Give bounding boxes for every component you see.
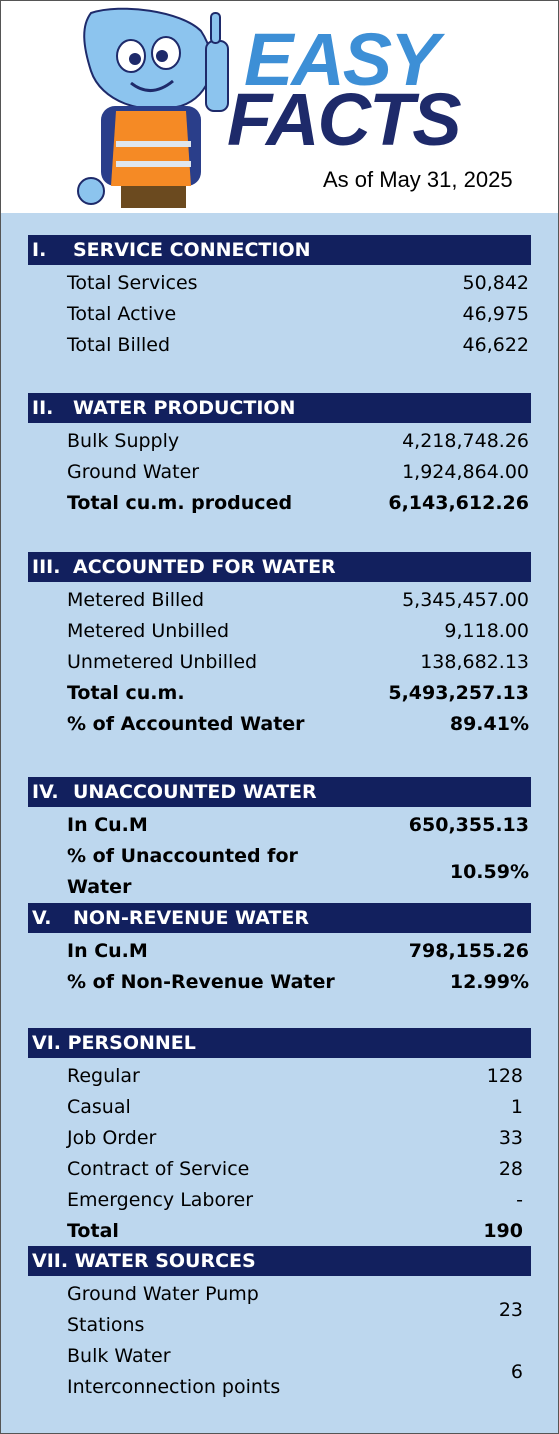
row-label: % of Accounted Water — [67, 713, 305, 735]
row-label: In Cu.M — [67, 940, 148, 962]
row-label: Unmetered Unbilled — [67, 651, 258, 673]
row-label: Total cu.m. — [67, 682, 185, 704]
row-label: Ground Water Pump — [67, 1283, 259, 1305]
row-label: Water — [67, 876, 132, 898]
row: Total Services 50,842 — [67, 268, 529, 299]
row-label: Metered Unbilled — [67, 620, 230, 642]
section-number: III. — [32, 556, 61, 578]
section-header: III. ACCOUNTED FOR WATER — [28, 552, 531, 582]
row: Job Order 33 — [67, 1123, 523, 1154]
row-value: - — [516, 1189, 523, 1211]
row: Emergency Laborer - — [67, 1185, 523, 1216]
row: Total 190 — [67, 1216, 523, 1247]
section-number: II. — [32, 397, 54, 419]
row: Total cu.m. 5,493,257.13 — [67, 678, 529, 709]
row-label: Job Order — [67, 1127, 157, 1149]
row: Total Active 46,975 — [67, 299, 529, 330]
row-value: 5,345,457.00 — [402, 589, 529, 611]
section-title: WATER SOURCES — [74, 1250, 256, 1272]
row-value: 1,924,864.00 — [402, 461, 529, 483]
row: Contract of Service 28 — [67, 1154, 523, 1185]
row-label: Regular — [67, 1065, 140, 1087]
section-number: VII. — [32, 1250, 69, 1272]
row-value: 5,493,257.13 — [388, 682, 529, 704]
row-value: 190 — [483, 1220, 523, 1242]
row: Ground Water Pump Stations 23 — [67, 1279, 523, 1341]
row-value: 138,682.13 — [420, 651, 529, 673]
section-header: IV. UNACCOUNTED WATER — [28, 777, 531, 807]
row-label: Interconnection points — [67, 1376, 281, 1398]
section-header: VII. WATER SOURCES — [28, 1246, 531, 1276]
section-title: WATER PRODUCTION — [73, 397, 296, 419]
row-label: Total Billed — [67, 334, 171, 356]
date: As of May 31, 2025 — [323, 167, 513, 192]
row-label: Contract of Service — [67, 1158, 250, 1180]
row-label: Metered Billed — [67, 589, 205, 611]
row-label: Total Active — [67, 303, 177, 325]
logo-text: FACTS — [227, 78, 462, 161]
row: Unmetered Unbilled 138,682.13 — [67, 647, 529, 678]
section-header: V. NON-REVENUE WATER — [28, 903, 531, 933]
section-title: NON-REVENUE WATER — [73, 907, 309, 929]
row-label: Ground Water — [67, 461, 200, 483]
row: Metered Unbilled 9,118.00 — [67, 616, 529, 647]
section-header: VI. PERSONNEL — [28, 1028, 531, 1058]
section-title: SERVICE CONNECTION — [73, 239, 311, 261]
row-value: 89.41% — [449, 713, 529, 735]
row-label: Bulk Water — [67, 1345, 171, 1367]
row: % of Non-Revenue Water 12.99% — [67, 967, 529, 998]
row-value: 6,143,612.26 — [388, 492, 529, 514]
row-value: 10.59% — [449, 860, 529, 883]
section-title: UNACCOUNTED WATER — [73, 781, 317, 803]
row-value: 28 — [498, 1158, 523, 1180]
row-value: 46,622 — [462, 334, 529, 356]
row: In Cu.M 798,155.26 — [67, 936, 529, 967]
row-value: 4,218,748.26 — [402, 430, 529, 452]
mascot — [77, 7, 229, 208]
row-label: % of Unaccounted for — [67, 845, 298, 867]
row-label: Total Services — [67, 272, 198, 294]
header: EASY FACTS As of May 31, 2025 — [1, 1, 558, 213]
section-header: II. WATER PRODUCTION — [28, 393, 531, 423]
row-value: 46,975 — [462, 303, 529, 325]
row-value: 6 — [510, 1360, 523, 1383]
row: % of Unaccounted for Water 10.59% — [67, 841, 529, 903]
row: Total Billed 46,622 — [67, 330, 529, 361]
row-label: Total — [67, 1220, 119, 1242]
row: Bulk Supply 4,218,748.26 — [67, 426, 529, 457]
row-label: Casual — [67, 1096, 131, 1118]
row-label: Stations — [67, 1314, 145, 1336]
row: Casual 1 — [67, 1092, 523, 1123]
section-number: VI. — [32, 1032, 61, 1054]
row: Ground Water 1,924,864.00 — [67, 457, 529, 488]
row-value: 33 — [498, 1127, 523, 1149]
row-value: 650,355.13 — [408, 814, 529, 836]
row-label: In Cu.M — [67, 814, 148, 836]
row-label: Bulk Supply — [67, 430, 180, 452]
row-label: Emergency Laborer — [67, 1189, 254, 1211]
logo-text: EASY — [244, 18, 440, 101]
row: % of Accounted Water 89.41% — [67, 709, 529, 740]
row-value: 798,155.26 — [408, 940, 529, 962]
section-title: PERSONNEL — [67, 1032, 196, 1054]
row: Total cu.m. produced 6,143,612.26 — [67, 488, 529, 519]
row: Metered Billed 5,345,457.00 — [67, 585, 529, 616]
row-value: 128 — [486, 1065, 523, 1087]
row: Bulk Water Interconnection points 6 — [67, 1341, 523, 1403]
section-header: I. SERVICE CONNECTION — [28, 235, 531, 265]
section-number: I. — [32, 239, 47, 261]
section-number: V. — [32, 907, 52, 929]
row-value: 23 — [498, 1298, 523, 1321]
row-value: 12.99% — [449, 971, 529, 993]
row-value: 1 — [510, 1096, 523, 1118]
row-value: 9,118.00 — [444, 620, 529, 642]
row: Regular 128 — [67, 1061, 523, 1092]
section-title: ACCOUNTED FOR WATER — [73, 556, 336, 578]
row-label: % of Non-Revenue Water — [67, 971, 335, 993]
row: In Cu.M 650,355.13 — [67, 810, 529, 841]
row-value: 50,842 — [462, 272, 529, 294]
section-number: IV. — [32, 781, 59, 803]
row-label: Total cu.m. produced — [67, 492, 293, 514]
